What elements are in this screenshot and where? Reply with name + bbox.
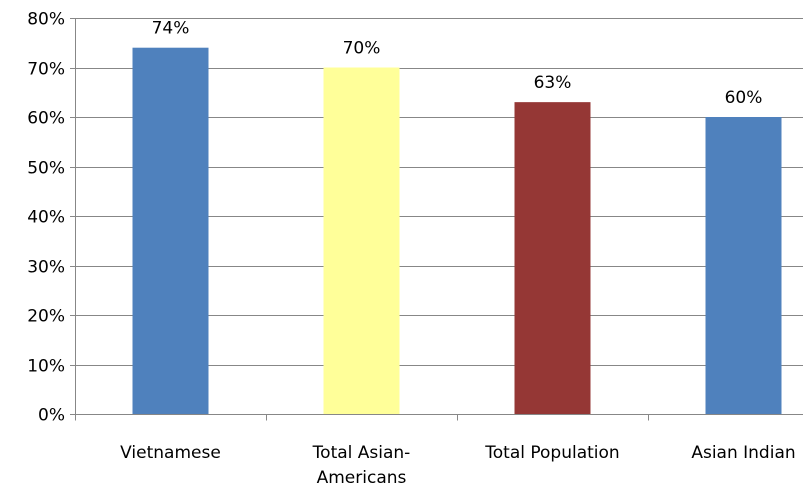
- bar: [132, 47, 209, 414]
- y-tick-label: 70%: [27, 60, 65, 80]
- data-label: 70%: [343, 39, 381, 59]
- y-tick-label: 0%: [38, 406, 65, 426]
- data-label: 60%: [725, 88, 763, 108]
- y-tick-label: 10%: [27, 357, 65, 377]
- data-label: 63%: [534, 73, 572, 93]
- y-tick-label: 20%: [27, 307, 65, 327]
- y-tick-label: 30%: [27, 258, 65, 278]
- axes: [70, 18, 803, 421]
- bar: [514, 102, 591, 415]
- bars: [132, 47, 782, 415]
- y-tick-label: 60%: [27, 109, 65, 129]
- data-label: 74%: [152, 19, 190, 39]
- labels: 0% 10% 20% 30% 40% 50% 60% 70% 80% 74% Vietnamese 7…: [27, 10, 795, 489]
- bar: [705, 117, 782, 414]
- y-tick-label: 50%: [27, 159, 65, 179]
- x-tick-label: Americans: [317, 468, 407, 488]
- x-tick-label: Total Population: [484, 443, 619, 463]
- x-tick-label: Vietnamese: [120, 443, 221, 463]
- y-tick-label: 80%: [27, 10, 65, 30]
- x-tick-label: Asian Indian: [691, 443, 795, 463]
- bar: [323, 67, 400, 414]
- y-tick-label: 40%: [27, 208, 65, 228]
- x-tick-label: Total Asian-: [312, 443, 411, 463]
